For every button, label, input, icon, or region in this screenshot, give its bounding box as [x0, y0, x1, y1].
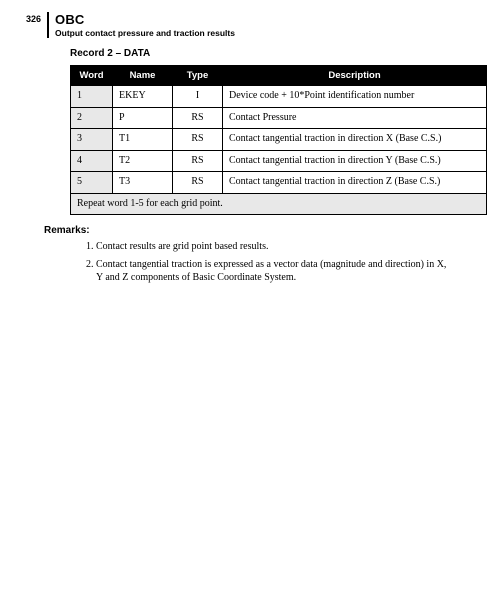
remarks-list: Contact results are grid point based res…: [82, 240, 448, 285]
cell-word: 2: [71, 107, 113, 129]
cell-name: T2: [113, 150, 173, 172]
page-number: 326: [26, 12, 41, 24]
remarks-label: Remarks:: [44, 225, 474, 236]
cell-type: RS: [173, 172, 223, 194]
table-footer-row: Repeat word 1-5 for each grid point.: [71, 193, 487, 215]
cell-desc: Contact Pressure: [223, 107, 487, 129]
table-row: 4 T2 RS Contact tangential traction in d…: [71, 150, 487, 172]
col-header-name: Name: [113, 66, 173, 86]
cell-word: 1: [71, 86, 113, 108]
remark-item: Contact tangential traction is expressed…: [96, 258, 448, 285]
cell-desc: Device code + 10*Point identification nu…: [223, 86, 487, 108]
cell-name: P: [113, 107, 173, 129]
table-row: 5 T3 RS Contact tangential traction in d…: [71, 172, 487, 194]
page-header: 326 OBC Output contact pressure and trac…: [26, 12, 474, 38]
cell-word: 4: [71, 150, 113, 172]
cell-desc: Contact tangential traction in direction…: [223, 129, 487, 151]
data-table: Word Name Type Description 1 EKEY I Devi…: [70, 65, 487, 215]
col-header-desc: Description: [223, 66, 487, 86]
section-title: Record 2 – DATA: [70, 48, 474, 59]
cell-type: RS: [173, 150, 223, 172]
table-header-row: Word Name Type Description: [71, 66, 487, 86]
cell-type: RS: [173, 129, 223, 151]
cell-name: T1: [113, 129, 173, 151]
table-row: 3 T1 RS Contact tangential traction in d…: [71, 129, 487, 151]
cell-name: EKEY: [113, 86, 173, 108]
table-row: 2 P RS Contact Pressure: [71, 107, 487, 129]
title-block: OBC Output contact pressure and traction…: [55, 12, 235, 38]
cell-type: I: [173, 86, 223, 108]
cell-name: T3: [113, 172, 173, 194]
cell-desc: Contact tangential traction in direction…: [223, 172, 487, 194]
col-header-type: Type: [173, 66, 223, 86]
table-row: 1 EKEY I Device code + 10*Point identifi…: [71, 86, 487, 108]
data-table-wrapper: Word Name Type Description 1 EKEY I Devi…: [70, 65, 474, 215]
remark-item: Contact results are grid point based res…: [96, 240, 448, 254]
cell-word: 3: [71, 129, 113, 151]
cell-desc: Contact tangential traction in direction…: [223, 150, 487, 172]
page-title: OBC: [55, 12, 235, 27]
cell-word: 5: [71, 172, 113, 194]
col-header-word: Word: [71, 66, 113, 86]
header-divider: [47, 12, 49, 38]
table-footer-cell: Repeat word 1-5 for each grid point.: [71, 193, 487, 215]
page-subtitle: Output contact pressure and traction res…: [55, 28, 235, 38]
document-page: 326 OBC Output contact pressure and trac…: [0, 0, 500, 301]
cell-type: RS: [173, 107, 223, 129]
